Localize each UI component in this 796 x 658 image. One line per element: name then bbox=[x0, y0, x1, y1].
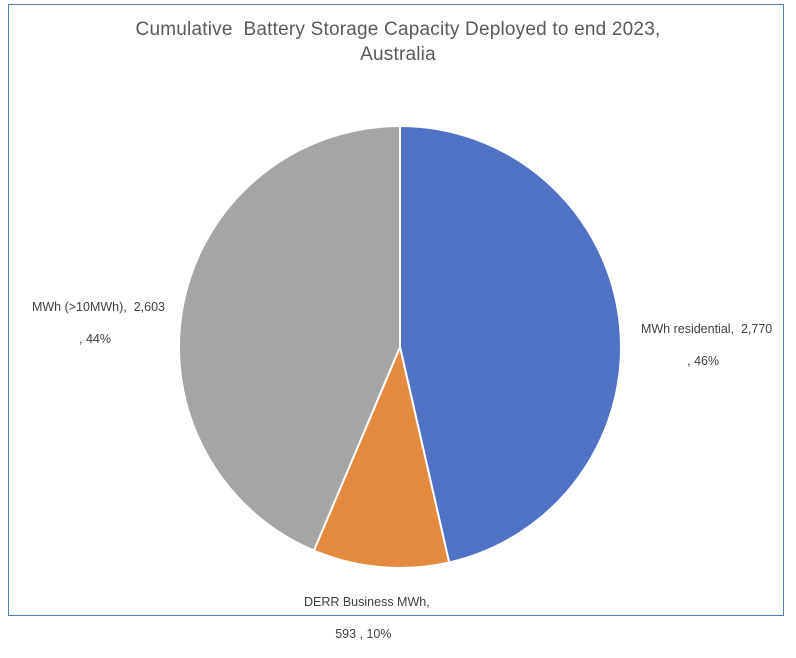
chart-title-line-1: Cumulative Battery Storage Capacity Depl… bbox=[135, 19, 661, 40]
pie-slice-large-scale bbox=[177, 124, 401, 552]
pie-chart bbox=[177, 124, 622, 569]
data-label-derr-business-line-2: 593 , 10% bbox=[335, 627, 392, 641]
data-label-residential: MWh residential, 2,770 , 46% bbox=[634, 305, 772, 385]
data-label-large-scale-line-1: MWh (>10MWh), 2,603 bbox=[31, 300, 165, 314]
data-label-large-scale: MWh (>10MWh), 2,603 , 44% bbox=[25, 283, 165, 363]
pie-slice-derr-business bbox=[312, 343, 451, 569]
chart-title: Cumulative Battery Storage Capacity Depl… bbox=[0, 17, 796, 67]
pie-slice-residential bbox=[399, 124, 622, 564]
data-label-residential-line-1: MWh residential, 2,770 bbox=[640, 322, 773, 336]
chart-title-line-2: Australia bbox=[360, 44, 436, 65]
data-label-derr-business-line-1: DERR Business MWh, bbox=[303, 595, 430, 609]
data-label-residential-line-2: , 46% bbox=[687, 354, 720, 368]
data-label-large-scale-line-2: , 44% bbox=[79, 332, 111, 346]
data-label-derr-business: DERR Business MWh, 593 , 10% bbox=[297, 578, 430, 658]
